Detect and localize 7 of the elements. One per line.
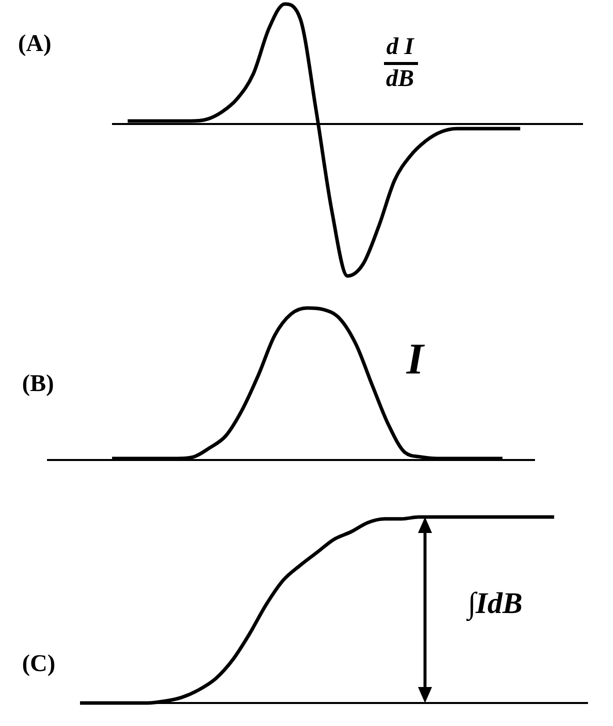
annotation: I <box>405 334 426 384</box>
text: (C) <box>22 651 56 678</box>
text: (A) <box>18 31 52 58</box>
annotation: dB <box>386 66 414 92</box>
annotation: d I <box>386 34 416 60</box>
annotation: (B) <box>22 371 54 398</box>
annotation: ∫IdB <box>466 586 522 622</box>
